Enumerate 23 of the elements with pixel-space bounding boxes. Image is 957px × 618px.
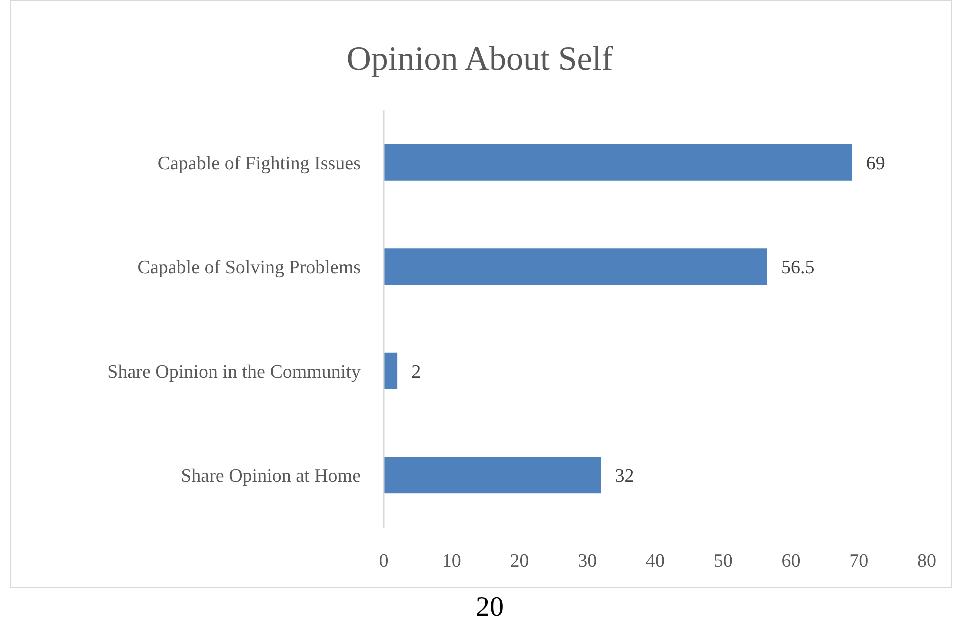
text: 20 [476,592,504,618]
bar [384,352,398,390]
x-tick-label: 30 [578,551,598,572]
bar [384,457,602,494]
y-tick-label: Capable of Fighting Issues [158,153,361,174]
x-tick-label: 50 [714,551,733,572]
chart-title: Opinion About Self [346,41,614,78]
x-tick-label: 0 [379,551,389,572]
bar [384,144,852,181]
data-label: 32 [615,466,634,488]
data-label: 56.5 [781,258,815,279]
y-tick-label: Share Opinion at Home [181,466,361,488]
y-tick-label: Capable of Solving Problems [138,258,361,279]
bar [384,248,768,286]
x-tick-label: 80 [918,551,936,572]
x-tick-label: 60 [782,551,801,572]
data-label: 69 [866,153,886,174]
x-tick-label: 70 [850,551,869,572]
data-label: 2 [412,362,422,383]
y-tick-label: Share Opinion in the Community [108,362,362,383]
x-tick-label: 20 [510,551,530,572]
x-tick-label: 40 [646,551,665,572]
x-tick-label: 10 [442,551,462,572]
